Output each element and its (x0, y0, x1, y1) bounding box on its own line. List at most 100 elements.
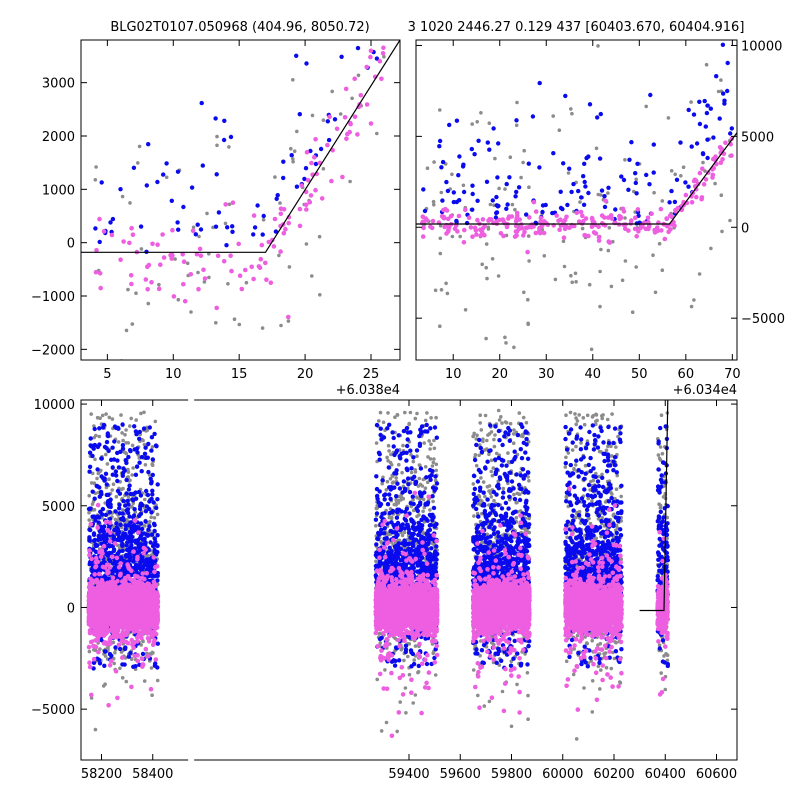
data-point-grey (692, 298, 696, 302)
data-point-magenta (466, 215, 472, 220)
data-point-blue (133, 490, 138, 495)
data-point-blue (569, 189, 574, 195)
data-point-blue (125, 507, 131, 512)
data-point-magenta (352, 114, 358, 120)
title-left: BLG02T0107.050968 (404.96, 8050.72) (110, 20, 369, 35)
data-point-magenta (498, 231, 504, 236)
data-point-blue (526, 161, 531, 166)
data-point-blue (132, 507, 137, 512)
data-point-magenta (446, 227, 451, 233)
data-point-magenta (723, 140, 728, 146)
data-point-magenta (99, 631, 104, 637)
data-point-magenta (539, 222, 544, 227)
data-point-grey (514, 123, 519, 128)
data-point-blue (294, 53, 299, 58)
data-point-blue (225, 225, 230, 230)
data-point-magenta (420, 214, 426, 219)
data-point-blue (148, 540, 153, 545)
data-point-magenta (692, 177, 698, 183)
data-point-blue (152, 528, 157, 534)
data-point-blue (199, 100, 204, 106)
data-point-grey (149, 666, 154, 670)
data-point-grey (318, 293, 322, 297)
data-point-blue (100, 533, 106, 538)
data-point-magenta (561, 235, 567, 240)
data-point-blue (230, 224, 235, 229)
data-point-magenta (531, 224, 536, 229)
data-point-blue (470, 191, 475, 197)
data-point-blue (437, 144, 442, 149)
data-point-grey (594, 146, 599, 151)
data-point-blue (140, 502, 145, 508)
data-point-grey (634, 265, 638, 269)
data-point-grey (567, 394, 571, 398)
data-point-blue (149, 510, 154, 515)
data-point-magenta (562, 226, 568, 232)
data-point-grey (110, 488, 114, 492)
data-point-magenta (531, 199, 537, 205)
data-point-grey (130, 473, 134, 477)
data-point-magenta (109, 232, 115, 238)
data-point-grey (310, 274, 314, 278)
data-point-blue (484, 179, 490, 184)
data-point-magenta (304, 150, 310, 155)
data-point-blue (689, 144, 694, 149)
data-point-magenta (140, 664, 145, 669)
data-point-grey (119, 413, 123, 417)
data-point-magenta (161, 255, 167, 260)
data-point-magenta (364, 102, 370, 107)
data-point-magenta (355, 132, 360, 137)
data-point-blue (92, 426, 97, 432)
data-point-magenta (146, 654, 151, 659)
data-point-magenta (118, 561, 123, 566)
data-point-blue (91, 514, 97, 519)
data-point-grey (660, 199, 665, 203)
data-point-grey (87, 510, 91, 515)
data-point-grey (261, 218, 266, 222)
data-point-grey (92, 507, 97, 512)
data-point-blue (104, 482, 110, 487)
data-point-blue (169, 198, 174, 203)
data-point-grey (113, 517, 118, 522)
data-point-blue (635, 161, 640, 166)
data-point-grey (599, 247, 603, 252)
data-point-blue (155, 543, 160, 548)
data-point-blue (476, 138, 481, 143)
data-point-magenta (93, 555, 99, 561)
data-point-magenta (303, 202, 309, 208)
data-point-grey (350, 96, 354, 101)
data-point-blue (470, 207, 475, 212)
data-point-magenta (479, 230, 485, 235)
data-point-grey (214, 321, 218, 325)
data-point-magenta (87, 552, 92, 558)
data-point-blue (139, 469, 144, 474)
data-point-magenta (106, 703, 111, 708)
data-point-magenta (348, 121, 353, 127)
data-point-magenta (95, 525, 100, 530)
data-point-magenta (155, 242, 160, 247)
data-point-blue (155, 482, 160, 487)
data-point-magenta (118, 257, 123, 263)
data-point-blue (88, 506, 93, 511)
data-point-magenta (153, 657, 159, 662)
data-point-grey (623, 216, 627, 220)
data-point-grey (139, 411, 143, 416)
data-point-grey (100, 413, 105, 418)
data-point-blue (112, 439, 117, 444)
data-point-grey (107, 415, 112, 420)
data-point-grey (438, 108, 442, 112)
data-point-magenta (93, 269, 99, 275)
data-point-blue (537, 165, 542, 170)
data-point-magenta (487, 216, 493, 222)
data-point-magenta (456, 213, 462, 219)
data-point-grey (728, 218, 732, 223)
data-point-grey (143, 463, 148, 467)
data-point-blue (90, 453, 95, 459)
data-point-blue (120, 422, 125, 427)
data-point-grey (155, 512, 160, 517)
data-point-magenta (533, 230, 539, 236)
data-point-magenta (88, 521, 94, 527)
data-point-blue (97, 494, 103, 499)
